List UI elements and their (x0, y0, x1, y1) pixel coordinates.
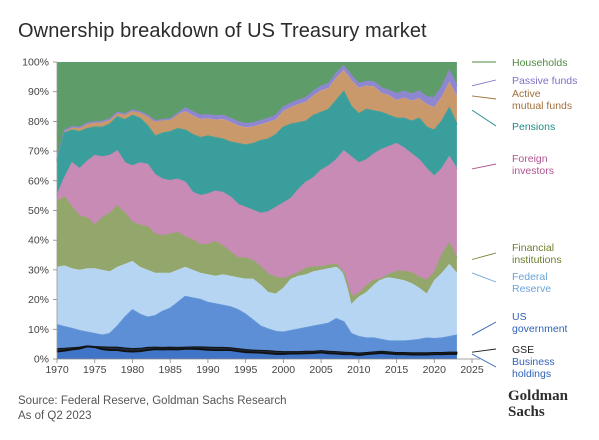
x-tick-label: 1985 (159, 364, 183, 376)
area-financial-institutions (57, 197, 457, 305)
legend-connector (471, 95, 497, 100)
legend-label: Federal (512, 271, 548, 283)
legend-label: institutions (512, 254, 562, 266)
legend-label: Active (512, 88, 541, 100)
legend-label: Pensions (512, 121, 555, 133)
area-us-government (57, 296, 457, 354)
source-note: Source: Federal Reserve, Goldman Sachs R… (18, 394, 286, 424)
y-tick-label: 30% (28, 264, 49, 276)
legend-connector (471, 109, 497, 127)
y-tick-label: 40% (28, 235, 49, 247)
y-tick-label: 60% (28, 175, 49, 187)
x-tick-label: 2005 (309, 364, 333, 376)
x-tick-label: 2000 (272, 364, 296, 376)
x-tick-label: 2015 (385, 364, 409, 376)
legend-label: Business (512, 356, 555, 368)
y-axis: 0% 10% 20% 30% 40% 50% 60% 70% 80% 90% 100% (22, 57, 58, 366)
edge-passive-funds (56, 64, 458, 161)
logo-line-2: Sachs (508, 404, 545, 420)
legend-connector (471, 79, 497, 87)
area-active-mutual-funds (57, 70, 457, 162)
legend-label: investors (512, 165, 554, 177)
legend-connector (471, 321, 497, 336)
chart-title: Ownership breakdown of US Treasury marke… (18, 20, 427, 42)
y-tick-label: 70% (28, 146, 49, 158)
legend-label: holdings (512, 368, 551, 380)
edge-pensions (56, 90, 458, 162)
edge-foreign-investors (56, 142, 458, 215)
source-line: Source: Federal Reserve, Goldman Sachs R… (18, 395, 287, 407)
legend-connector (471, 353, 497, 368)
legend-connector (471, 272, 497, 283)
y-tick-label: 80% (28, 116, 49, 128)
legend-connector (471, 252, 497, 260)
legend-connector (471, 163, 497, 170)
as-of-line: As of Q2 2023 (18, 410, 92, 422)
y-tick-label: 90% (28, 86, 49, 98)
legend-label: Financial (512, 242, 554, 254)
y-tick-label: 100% (22, 57, 49, 69)
legend-label: Households (512, 57, 567, 69)
legend-label: Foreign (512, 153, 548, 165)
legend-label: Reserve (512, 283, 551, 295)
area-pensions (57, 91, 457, 214)
y-tick-label: 50% (28, 205, 49, 217)
legend-label: government (512, 323, 568, 335)
legend-label: Passive funds (512, 75, 577, 87)
x-tick-label: 1990 (196, 364, 220, 376)
legend-label: mutual funds (512, 100, 572, 112)
x-tick-label: 2010 (347, 364, 371, 376)
area-foreign-investors (57, 143, 457, 297)
x-tick-label: 1995 (234, 364, 258, 376)
legend-connector (471, 348, 497, 353)
legend-label: GSE (512, 344, 534, 356)
y-tick-label: 0% (34, 354, 49, 366)
goldman-sachs-logo: Goldman Sachs (508, 388, 568, 420)
x-tick-label: 1970 (45, 364, 69, 376)
area-layers (56, 62, 458, 359)
y-tick-label: 20% (28, 294, 49, 306)
area-federal-reserve (57, 260, 457, 342)
area-households (57, 62, 457, 161)
y-tick-label: 10% (28, 324, 49, 336)
x-tick-label: 2020 (423, 364, 447, 376)
edge-us-government (56, 295, 458, 342)
x-axis: 1970 1975 1980 1985 1990 1995 2000 2005 2010 2015… (45, 358, 484, 376)
x-tick-label: 1980 (121, 364, 145, 376)
logo-line-1: Goldman (508, 388, 569, 404)
line-business-holdings (56, 345, 457, 357)
edge-financial-institutions (56, 196, 458, 298)
legend-label: US (512, 311, 527, 323)
x-tick-label: 1975 (83, 364, 107, 376)
x-tick-label: 2025 (460, 364, 484, 376)
